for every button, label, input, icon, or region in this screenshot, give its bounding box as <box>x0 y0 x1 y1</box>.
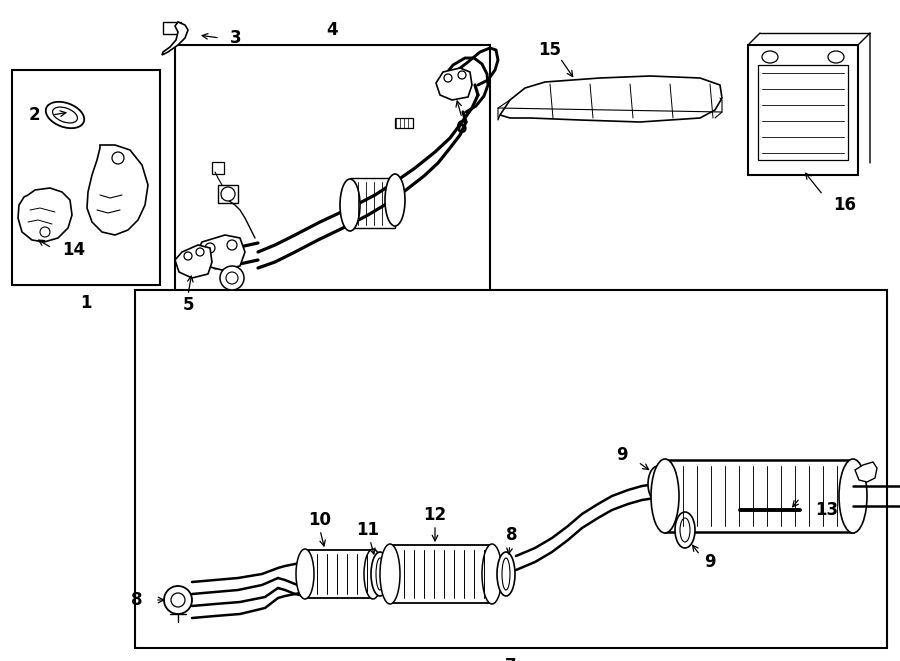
Ellipse shape <box>828 51 844 63</box>
Bar <box>163 22 181 34</box>
Bar <box>218 185 238 203</box>
Ellipse shape <box>184 252 192 260</box>
Bar <box>390 545 492 603</box>
Text: 7: 7 <box>505 657 517 661</box>
Ellipse shape <box>839 459 867 533</box>
Ellipse shape <box>296 549 314 599</box>
Bar <box>135 290 887 648</box>
Ellipse shape <box>371 552 389 596</box>
Ellipse shape <box>226 272 238 284</box>
Text: 16: 16 <box>833 196 856 214</box>
Bar <box>758 65 848 160</box>
Ellipse shape <box>651 459 679 533</box>
Ellipse shape <box>648 466 668 502</box>
Ellipse shape <box>164 586 192 614</box>
Polygon shape <box>196 235 245 270</box>
Text: 11: 11 <box>356 521 380 539</box>
Text: 8: 8 <box>131 591 143 609</box>
Ellipse shape <box>171 593 185 607</box>
Polygon shape <box>87 145 148 235</box>
Ellipse shape <box>364 549 382 599</box>
Ellipse shape <box>340 179 360 231</box>
Bar <box>12 70 160 285</box>
Ellipse shape <box>502 558 510 590</box>
Polygon shape <box>175 245 212 278</box>
Polygon shape <box>855 462 877 482</box>
Polygon shape <box>18 188 72 242</box>
Text: 2: 2 <box>29 106 40 124</box>
Ellipse shape <box>112 152 124 164</box>
Bar <box>305 550 373 598</box>
Ellipse shape <box>385 174 405 226</box>
Text: 8: 8 <box>506 526 518 544</box>
Ellipse shape <box>40 227 50 237</box>
Bar <box>665 460 853 532</box>
Ellipse shape <box>680 518 690 542</box>
Text: 10: 10 <box>309 511 331 529</box>
Ellipse shape <box>762 51 778 63</box>
Ellipse shape <box>675 512 695 548</box>
Ellipse shape <box>205 243 215 253</box>
Polygon shape <box>162 22 188 55</box>
Ellipse shape <box>46 102 85 128</box>
Text: 15: 15 <box>538 41 562 59</box>
Ellipse shape <box>220 266 244 290</box>
Ellipse shape <box>376 558 384 590</box>
Ellipse shape <box>482 544 502 604</box>
Text: 13: 13 <box>815 501 838 519</box>
Text: 3: 3 <box>230 29 241 47</box>
Ellipse shape <box>227 240 237 250</box>
Ellipse shape <box>458 71 466 79</box>
Bar <box>748 45 858 175</box>
Ellipse shape <box>444 74 452 82</box>
Ellipse shape <box>52 107 77 123</box>
Bar <box>212 162 224 174</box>
Ellipse shape <box>196 248 204 256</box>
Polygon shape <box>436 68 472 100</box>
Bar <box>175 45 490 300</box>
Text: 1: 1 <box>80 294 92 312</box>
Ellipse shape <box>221 187 235 201</box>
Ellipse shape <box>653 472 663 496</box>
Text: 9: 9 <box>616 446 628 464</box>
Text: 9: 9 <box>704 553 716 571</box>
Polygon shape <box>500 76 722 122</box>
Ellipse shape <box>380 544 400 604</box>
Text: 6: 6 <box>456 119 468 137</box>
Text: 4: 4 <box>326 21 338 39</box>
Text: 5: 5 <box>182 296 194 314</box>
Text: 14: 14 <box>62 241 86 259</box>
Bar <box>350 178 395 228</box>
Ellipse shape <box>497 552 515 596</box>
Text: 12: 12 <box>423 506 446 524</box>
Bar <box>395 118 413 128</box>
